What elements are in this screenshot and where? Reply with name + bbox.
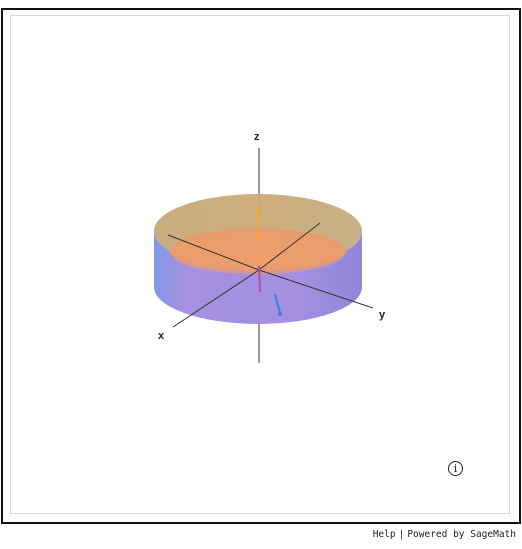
- threejs-canvas[interactable]: z y x: [10, 15, 510, 514]
- powered-by-link[interactable]: Powered by SageMath: [407, 529, 516, 540]
- x-axis-label: x: [158, 330, 165, 342]
- orange-vector-head: [257, 206, 261, 210]
- help-link[interactable]: Help: [373, 529, 396, 540]
- footer: Help | Powered by SageMath: [373, 529, 516, 540]
- footer-separator: |: [396, 529, 408, 540]
- viewer-frame: z y x: [1, 8, 521, 524]
- info-glyph: i: [454, 463, 458, 474]
- z-axis-label: z: [254, 131, 260, 143]
- blue-vector-head: [278, 312, 282, 316]
- magenta-vector: [259, 266, 260, 292]
- info-circle-icon[interactable]: i: [448, 461, 463, 476]
- y-axis-label: y: [379, 309, 386, 321]
- 3d-scene[interactable]: z y x: [11, 16, 509, 513]
